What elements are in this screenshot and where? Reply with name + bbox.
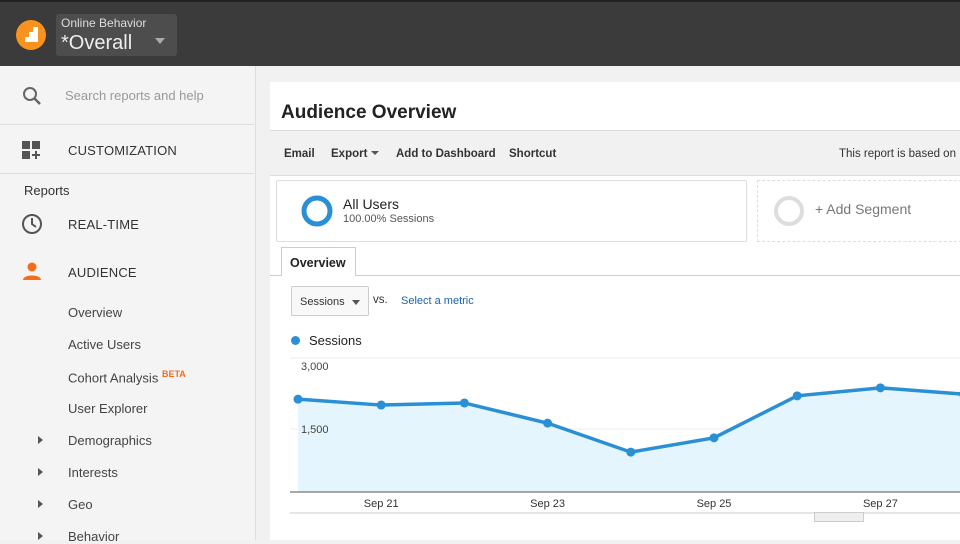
report-toolbar: Email Export Add to Dashboard Shortcut T…: [270, 130, 960, 176]
add-segment-label: + Add Segment: [815, 201, 912, 217]
empty-segment-icon: [774, 196, 804, 226]
sidebar-item-active-users[interactable]: Active Users: [68, 337, 141, 352]
sidebar-item-behavior[interactable]: Behavior: [68, 529, 120, 544]
caret-down-icon: [370, 151, 379, 159]
caret-down-icon: [155, 38, 165, 49]
sidebar-item-audience[interactable]: AUDIENCE: [68, 265, 137, 280]
view-name: *Overall: [61, 32, 133, 54]
data-point: [459, 398, 469, 408]
expand-arrow-icon[interactable]: [38, 436, 47, 444]
sidebar-item-demographics[interactable]: Demographics: [68, 433, 152, 448]
expand-arrow-icon[interactable]: [38, 468, 47, 476]
data-point: [376, 400, 386, 410]
legend-sessions[interactable]: Sessions: [309, 333, 362, 348]
metric-select-value: Sessions: [300, 296, 345, 308]
area-fill: [298, 387, 960, 492]
sidebar-item-cohort-analysis[interactable]: Cohort Analysis BETA: [68, 369, 186, 385]
vs-label: vs.: [373, 294, 388, 306]
sidebar-item-realtime[interactable]: REAL-TIME: [68, 217, 140, 232]
report-panel: Audience Overview Email Export Add to Da…: [270, 82, 960, 540]
analytics-logo-icon[interactable]: [16, 20, 46, 50]
caret-down-icon: [352, 300, 360, 309]
select-metric-link[interactable]: Select a metric: [401, 295, 474, 307]
sampling-note: This report is based on: [839, 148, 956, 160]
segment-detail: 100.00% Sessions: [343, 213, 435, 225]
account-selector[interactable]: Online Behavior *Overall: [56, 14, 177, 56]
sidebar-item-geo[interactable]: Geo: [68, 497, 93, 512]
search-input[interactable]: Search reports and help: [65, 88, 204, 103]
segment-all-users[interactable]: All Users 100.00% Sessions: [276, 180, 747, 242]
data-point: [626, 447, 636, 457]
x-tick-label: Sep 21: [364, 498, 399, 510]
export-label: Export: [331, 148, 368, 160]
sidebar-item-overview[interactable]: Overview: [68, 305, 123, 320]
person-icon: [23, 262, 41, 280]
data-point: [875, 383, 885, 393]
y-tick-label: 3,000: [301, 361, 329, 373]
segment-donut-icon: [301, 195, 333, 227]
metric-select[interactable]: Sessions: [291, 286, 369, 316]
data-point: [709, 433, 719, 443]
export-button[interactable]: Export: [331, 148, 379, 160]
data-point: [543, 418, 553, 428]
customization-icon: [22, 141, 40, 159]
x-tick-label: Sep 25: [697, 498, 732, 510]
page-title: Audience Overview: [281, 102, 457, 123]
account-label: Online Behavior: [61, 16, 147, 30]
email-button[interactable]: Email: [284, 148, 315, 160]
shortcut-button[interactable]: Shortcut: [509, 148, 557, 160]
segment-name: All Users: [343, 196, 400, 212]
add-to-dashboard-button[interactable]: Add to Dashboard: [396, 148, 496, 160]
search-icon: [23, 87, 41, 105]
x-tick-label: Sep 23: [530, 498, 565, 510]
add-segment-button[interactable]: + Add Segment: [757, 180, 960, 242]
x-tick-label: Sep 27: [863, 498, 898, 510]
y-tick-label: 1,500: [301, 424, 329, 436]
data-point: [792, 391, 802, 401]
sessions-chart: 3,000 1,500 Sep 21 Sep 23 Sep 25 Sep 27: [290, 357, 960, 514]
tab-overview[interactable]: Overview: [281, 247, 356, 276]
beta-badge: BETA: [161, 369, 186, 379]
data-point: [293, 394, 303, 404]
legend-dot: [291, 336, 300, 345]
sidebar: Search reports and help CUSTOMIZATION Re…: [0, 66, 256, 544]
reports-heading: Reports: [24, 183, 70, 198]
chart-resize-handle[interactable]: [814, 512, 864, 522]
sidebar-item-interests[interactable]: Interests: [68, 465, 118, 480]
cohort-label: Cohort Analysis: [68, 370, 159, 386]
expand-arrow-icon[interactable]: [38, 532, 47, 540]
clock-icon: [22, 214, 42, 234]
top-bar: Online Behavior *Overall: [0, 0, 960, 66]
sidebar-item-customization[interactable]: CUSTOMIZATION: [68, 143, 178, 158]
expand-arrow-icon[interactable]: [38, 500, 47, 508]
sidebar-item-user-explorer[interactable]: User Explorer: [68, 401, 148, 416]
